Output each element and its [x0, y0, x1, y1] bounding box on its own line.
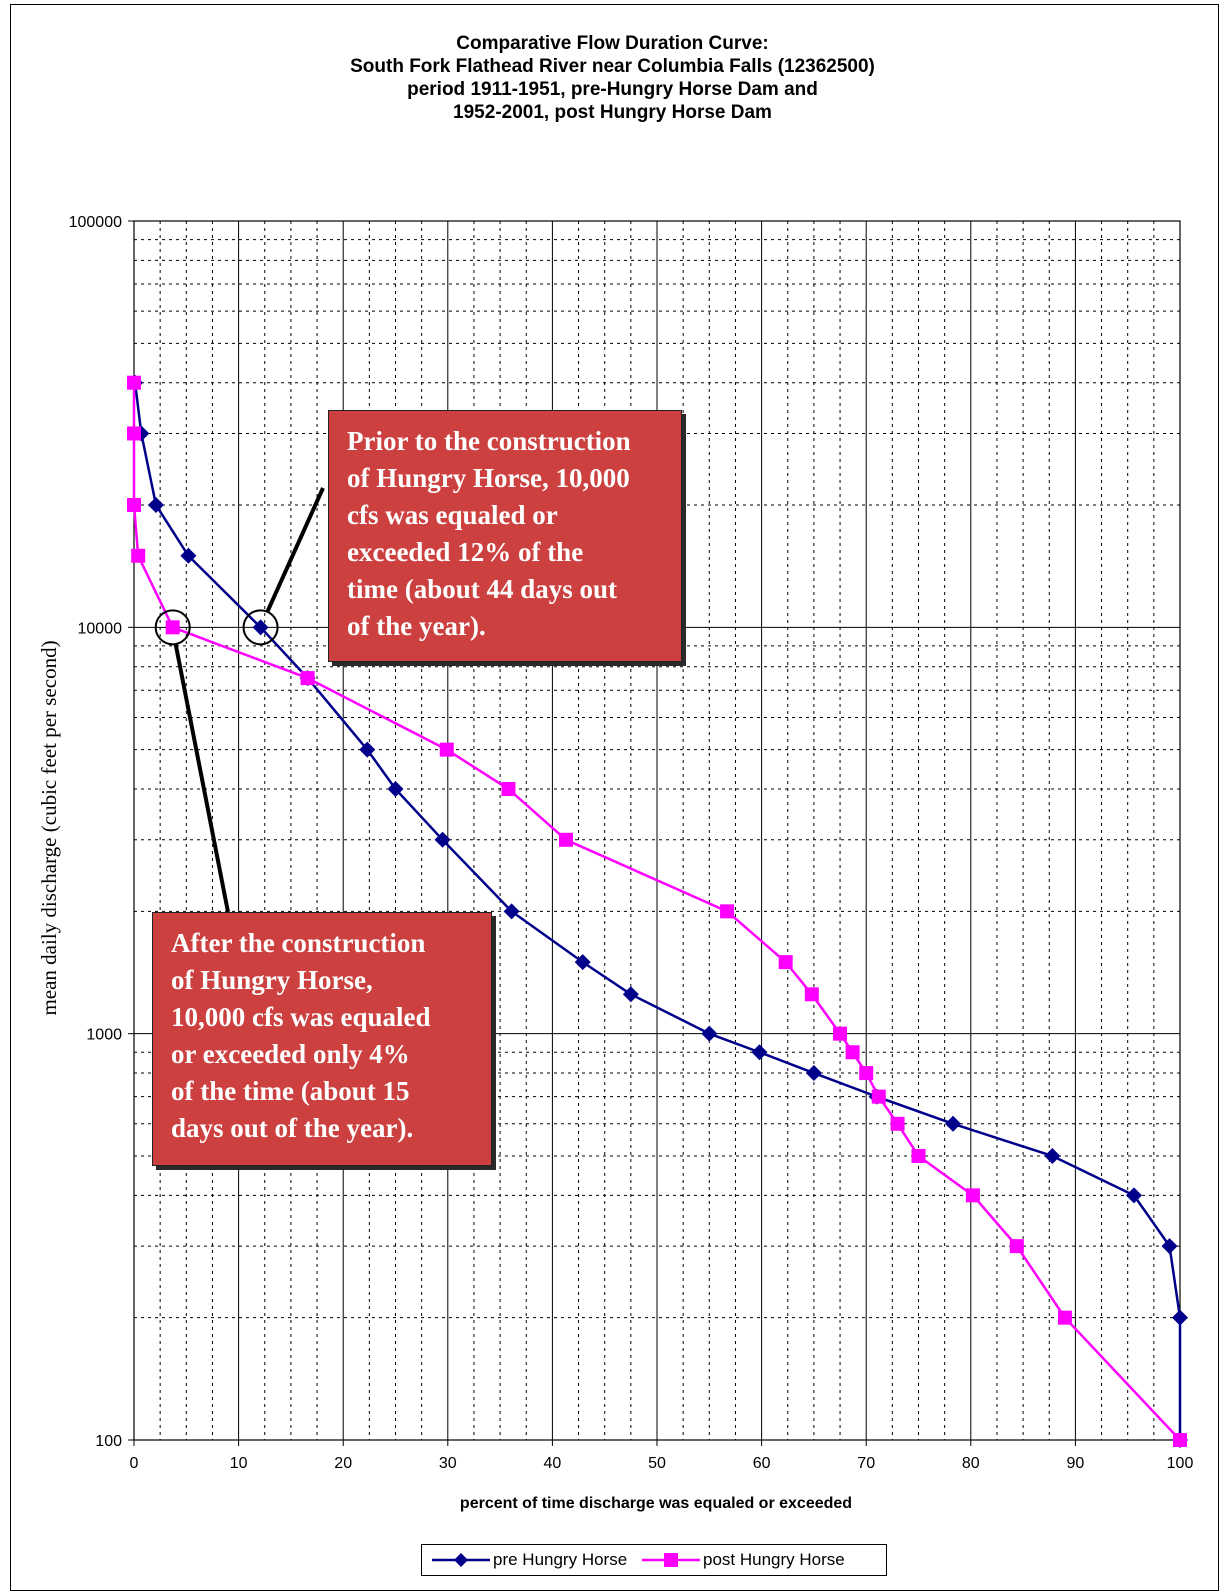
- legend-item-post: post Hungry Horse: [642, 1545, 845, 1575]
- pointer-line-pre: [265, 487, 325, 613]
- data-point-pre: [1172, 1309, 1188, 1326]
- data-point-pre: [574, 954, 591, 971]
- callout-pre-line: Prior to the construction: [347, 426, 631, 456]
- x-tick-label: 20: [334, 1455, 352, 1472]
- legend-swatch-post: [642, 1553, 700, 1567]
- highlight-circle-post: [154, 609, 191, 646]
- callout-pre-dam: Prior to the construction of Hungry Hors…: [328, 410, 682, 662]
- legend-label-post: post Hungry Horse: [703, 1550, 845, 1569]
- x-tick-label: 10: [230, 1455, 248, 1472]
- series-line-pre: [133, 382, 1182, 1440]
- data-point-post: [911, 1148, 926, 1163]
- data-point-post: [1009, 1239, 1024, 1254]
- legend-swatch-pre: [432, 1553, 490, 1567]
- title-line-2: South Fork Flathead River near Columbia …: [350, 56, 875, 77]
- y-tick-label: 100000: [69, 214, 122, 231]
- data-point-post: [804, 987, 819, 1002]
- data-point-post: [720, 904, 735, 919]
- x-tick-label: 70: [857, 1455, 875, 1472]
- data-point-pre: [359, 741, 376, 758]
- callout-post-dam: After the construction of Hungry Horse, …: [152, 912, 492, 1166]
- x-tick-label: 30: [439, 1455, 457, 1472]
- data-point-post: [131, 548, 146, 563]
- y-tick-labels: 100 1000 10000 100000: [69, 214, 122, 1450]
- data-point-post: [778, 955, 793, 970]
- callout-post-line: days out of the year).: [171, 1113, 414, 1143]
- y-tick-label: 100: [95, 1433, 122, 1450]
- legend-label-pre: pre Hungry Horse: [493, 1550, 628, 1569]
- data-point-post: [833, 1026, 848, 1041]
- annotation-marks: [154, 487, 325, 913]
- data-point-post: [439, 742, 454, 757]
- callout-pre-line: time (about 44 days out: [347, 574, 618, 604]
- series-line-post: [132, 382, 1181, 1441]
- series-layer: [127, 374, 1188, 1448]
- x-tick-label: 0: [130, 1455, 139, 1472]
- callout-pre-line: cfs was equaled or: [347, 500, 558, 530]
- callout-post-line: of the time (about 15: [171, 1076, 410, 1106]
- x-tick-label: 90: [1067, 1455, 1085, 1472]
- title-line-3: period 1911-1951, pre-Hungry Horse Dam a…: [407, 79, 818, 100]
- data-point-pre: [945, 1115, 962, 1132]
- x-tick-label: 80: [962, 1455, 980, 1472]
- x-tick-label: 50: [648, 1455, 666, 1472]
- data-point-post: [890, 1116, 905, 1131]
- chart-frame: [10, 4, 1219, 1591]
- data-point-pre: [1161, 1238, 1178, 1255]
- data-point-pre: [1044, 1147, 1061, 1164]
- callout-pre-line: of the year).: [347, 611, 486, 641]
- x-axis-label: percent of time discharge was equaled or…: [460, 1495, 852, 1512]
- data-point-pre: [701, 1025, 718, 1042]
- data-point-post: [1057, 1310, 1072, 1325]
- data-point-post: [965, 1188, 980, 1203]
- callout-post-line: After the construction: [171, 928, 426, 958]
- data-point-pre: [805, 1065, 822, 1082]
- x-tick-label: 60: [753, 1455, 771, 1472]
- highlight-circle-pre: [242, 609, 279, 646]
- legend-item-pre: pre Hungry Horse: [432, 1545, 627, 1575]
- title-line-4: 1952-2001, post Hungry Horse Dam: [453, 102, 772, 123]
- title-line-1: Comparative Flow Duration Curve:: [456, 33, 769, 54]
- data-point-pre: [434, 831, 451, 848]
- data-point-pre: [503, 903, 520, 920]
- data-point-pre: [751, 1044, 768, 1061]
- x-tick-label: 100: [1167, 1455, 1194, 1472]
- data-point-pre: [1125, 1187, 1142, 1204]
- data-point-post: [127, 426, 141, 441]
- data-point-post: [300, 671, 315, 686]
- y-tick-label: 1000: [86, 1027, 122, 1044]
- data-point-post: [127, 498, 141, 513]
- data-point-post: [1173, 1433, 1187, 1447]
- callout-pre-line: exceeded 12% of the: [347, 537, 584, 567]
- y-tick-label: 10000: [78, 620, 123, 637]
- data-point-post: [501, 782, 516, 797]
- data-point-pre: [622, 986, 639, 1003]
- x-tick-label: 40: [544, 1455, 562, 1472]
- pointer-line-post: [173, 643, 230, 913]
- data-point-pre: [252, 619, 269, 636]
- callout-post-line: or exceeded only 4%: [171, 1039, 410, 1069]
- data-point-post: [165, 620, 180, 635]
- data-point-post: [871, 1089, 886, 1104]
- axis-ticks: [128, 220, 1181, 1446]
- x-tick-labels: 0 10 20 30 40 50 60 70 80 90 100: [130, 1455, 1194, 1472]
- data-point-pre: [147, 497, 164, 514]
- callout-post-line: of Hungry Horse,: [171, 965, 373, 995]
- data-point-pre: [180, 547, 197, 564]
- y-axis-label: mean daily discharge (cubic feet per sec…: [37, 640, 61, 1015]
- data-point-post: [127, 375, 141, 390]
- chart-title: Comparative Flow Duration Curve: South F…: [0, 32, 1225, 124]
- series-post: [127, 375, 1187, 1447]
- callout-post-line: 10,000 cfs was equaled: [171, 1002, 431, 1032]
- data-point-post: [558, 832, 573, 847]
- data-point-pre: [387, 781, 404, 798]
- data-point-post: [859, 1066, 874, 1081]
- chart-legend: pre Hungry Horse post Hungry Horse: [421, 1544, 887, 1576]
- data-point-post: [845, 1045, 860, 1060]
- callout-pre-line: of Hungry Horse, 10,000: [347, 463, 630, 493]
